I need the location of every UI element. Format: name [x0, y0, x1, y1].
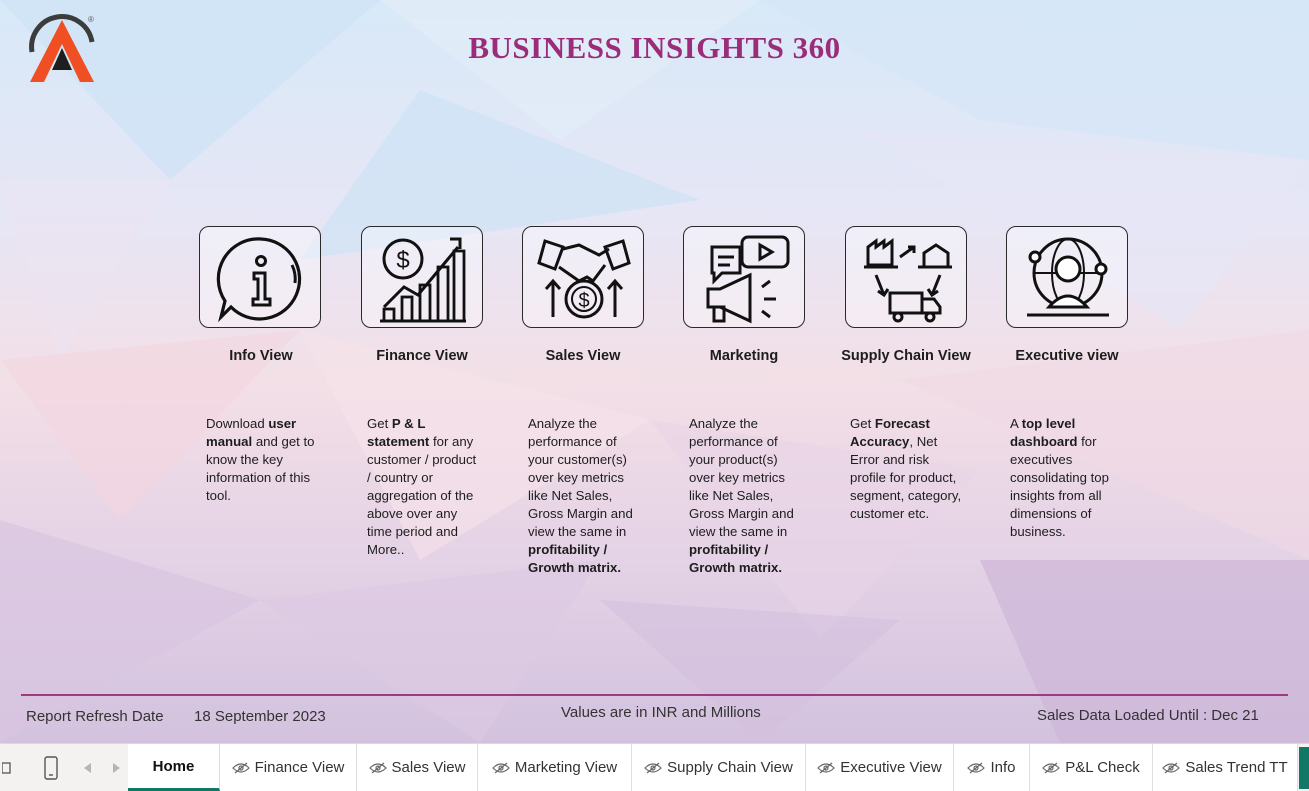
tab-marketing-view-label: Marketing View: [514, 759, 618, 776]
description-text-segment: user manual: [206, 416, 297, 449]
company-logo: ®: [22, 12, 102, 86]
refresh-date-label: Report Refresh Date: [26, 708, 164, 725]
marketing-card[interactable]: [683, 226, 805, 328]
marketing-description: Analyze the performance of your product(…: [689, 415, 801, 577]
tab-supply-chain-view[interactable]: Supply Chain View: [632, 744, 806, 791]
tab-sales-trend-tt-label: Sales Trend TT: [1185, 759, 1288, 776]
add-page-marker: [1299, 747, 1309, 789]
prev-page-icon[interactable]: [78, 744, 98, 791]
info-view-description: Download user manual and get to know the…: [206, 415, 318, 505]
description-text-segment: Analyze the performance of your customer…: [528, 416, 633, 539]
description-text-segment: Get: [850, 416, 875, 431]
tab-finance-view-label: Finance View: [254, 759, 345, 776]
data-loaded-until: Sales Data Loaded Until : Dec 21: [1037, 707, 1259, 724]
description-text-segment: profitability / Growth matrix.: [528, 542, 622, 575]
description-text-segment: A: [1010, 416, 1022, 431]
tab-marketing-view[interactable]: Marketing View: [478, 744, 632, 791]
next-page-icon[interactable]: [106, 744, 126, 791]
svg-text:$: $: [396, 247, 409, 274]
finance-view-card[interactable]: $: [361, 226, 483, 328]
hidden-page-icon: [817, 762, 836, 773]
tab-sales-trend-tt[interactable]: Sales Trend TT: [1153, 744, 1298, 791]
tab-sales-view-label: Sales View: [391, 759, 466, 776]
background-polygons: [0, 0, 1309, 743]
info-view-label: Info View: [229, 348, 293, 364]
hidden-page-icon: [231, 762, 250, 773]
executive-view-description: A top level dashboard for executives con…: [1010, 415, 1122, 541]
tab-executive-view-label: Executive View: [840, 759, 942, 776]
sales-view-label: Sales View: [545, 348, 621, 364]
tab-home-label: Home: [152, 757, 195, 775]
description-text-segment: top level dashboard: [1010, 416, 1078, 449]
tab-home[interactable]: Home: [128, 744, 220, 791]
supply-chain-view-card[interactable]: [845, 226, 967, 328]
hidden-page-icon: [644, 762, 663, 773]
description-text-segment: for executives consolidating top insight…: [1010, 434, 1109, 539]
description-text-segment: profitability / Growth matrix.: [689, 542, 783, 575]
handshake-dollar-icon: $: [537, 239, 631, 319]
page-title: BUSINESS INSIGHTS 360: [468, 30, 841, 65]
description-text-segment: Analyze the performance of your product(…: [689, 416, 794, 539]
svg-text:$: $: [578, 290, 589, 312]
report-canvas: ® BUSINESS INSIGHTS 360 Info View $ Fina…: [0, 0, 1309, 743]
tab-sales-view[interactable]: Sales View: [357, 744, 478, 791]
tab-info[interactable]: Info: [954, 744, 1030, 791]
description-text-segment: Get: [367, 416, 392, 431]
info-view-card[interactable]: [199, 226, 321, 328]
finance-growth-icon: $: [380, 237, 466, 323]
executive-view-card[interactable]: [1006, 226, 1128, 328]
supply-chain-view-label: Supply Chain View: [841, 348, 971, 364]
megaphone-video-icon: [706, 235, 790, 324]
hidden-page-icon: [1162, 762, 1181, 773]
tab-pl-check-label: P&L Check: [1065, 759, 1140, 776]
description-text-segment: Forecast Accuracy: [850, 416, 930, 449]
description-text-segment: for any customer / product / country or …: [367, 434, 477, 557]
description-text-segment: Download: [206, 416, 269, 431]
info-chat-icon: [216, 237, 302, 323]
tab-executive-view[interactable]: Executive View: [806, 744, 954, 791]
finance-view-description: Get P & L statement for any customer / p…: [367, 415, 479, 559]
footer-divider: [21, 694, 1288, 696]
description-text-segment: P & L statement: [367, 416, 430, 449]
supply-chain-description: Get Forecast Accuracy, Net Error and ris…: [850, 415, 962, 523]
page-tab-bar: Home Finance View Sales View Marketing V…: [0, 743, 1309, 791]
units-note: Values are in INR and Millions: [561, 704, 761, 721]
registered-mark: ®: [88, 15, 94, 24]
desktop-view-icon[interactable]: [0, 744, 14, 791]
description-text-segment: and get to know the key information of t…: [206, 434, 315, 503]
mobile-view-icon[interactable]: [36, 744, 66, 791]
tab-info-label: Info: [990, 759, 1016, 776]
hidden-page-icon: [1042, 762, 1061, 773]
tab-supply-chain-view-label: Supply Chain View: [667, 759, 793, 776]
hidden-page-icon: [967, 762, 986, 773]
hidden-page-icon: [368, 762, 387, 773]
sales-view-card[interactable]: $: [522, 226, 644, 328]
supply-chain-icon: [864, 238, 952, 323]
tab-finance-view[interactable]: Finance View: [220, 744, 357, 791]
marketing-label: Marketing: [709, 348, 779, 364]
sales-view-description: Analyze the performance of your customer…: [528, 415, 640, 577]
finance-view-label: Finance View: [376, 348, 468, 364]
description-text-segment: , Net Error and risk profile for product…: [850, 434, 962, 521]
refresh-date-value: 18 September 2023: [194, 708, 326, 725]
hidden-page-icon: [492, 762, 510, 773]
executive-view-label: Executive view: [1015, 348, 1119, 364]
executive-globe-icon: [1027, 237, 1109, 317]
tab-pl-check[interactable]: P&L Check: [1030, 744, 1153, 791]
